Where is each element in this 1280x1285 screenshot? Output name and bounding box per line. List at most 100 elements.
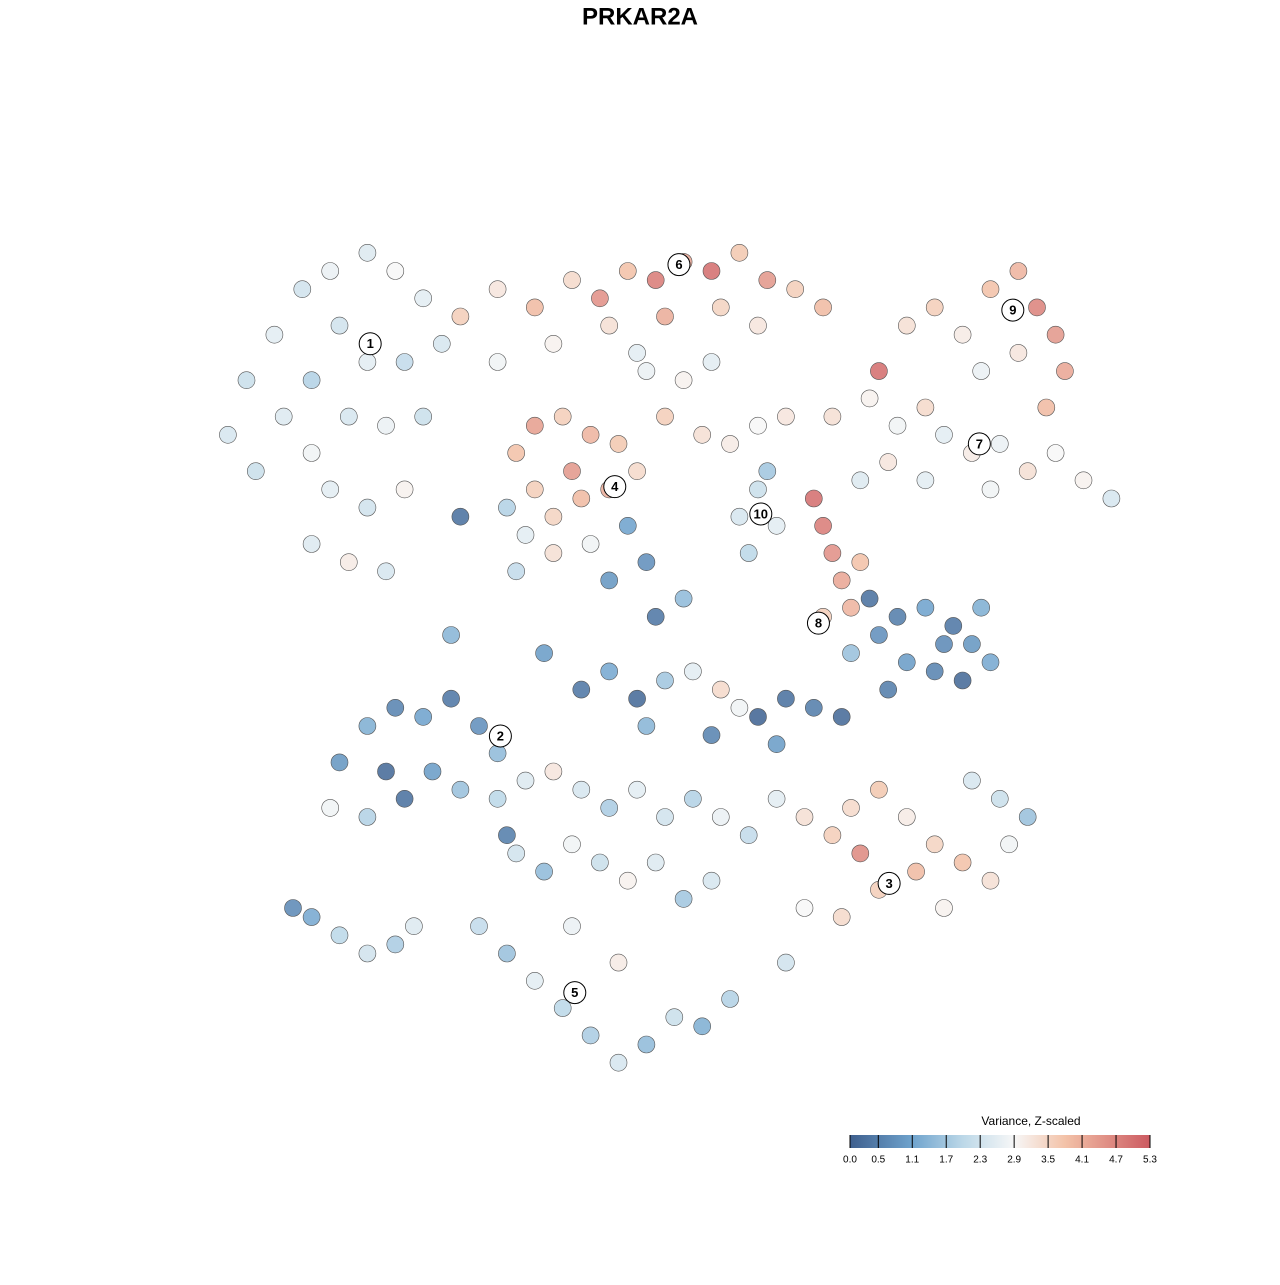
cluster-label: 5 — [571, 985, 578, 1000]
point — [693, 425, 712, 444]
point — [981, 480, 1000, 499]
cluster-marker — [488, 724, 512, 748]
point — [674, 890, 693, 908]
point — [925, 298, 944, 317]
point — [842, 799, 860, 817]
point — [702, 726, 721, 744]
point — [870, 780, 888, 799]
point — [749, 416, 767, 435]
colorbar-tick-label: 1.1 — [905, 1155, 919, 1166]
point — [544, 544, 563, 562]
point — [851, 471, 870, 490]
point — [851, 844, 870, 863]
cluster-label: 9 — [1009, 303, 1016, 318]
point — [618, 871, 637, 890]
point — [637, 362, 656, 380]
point — [823, 544, 842, 562]
point — [916, 471, 935, 490]
point — [488, 744, 507, 763]
point — [628, 462, 646, 481]
point — [1009, 344, 1028, 362]
point — [535, 644, 553, 663]
point — [953, 853, 972, 872]
point — [395, 789, 414, 808]
point — [600, 316, 619, 335]
colorbar-tick-label: 2.9 — [1007, 1155, 1021, 1166]
point — [637, 553, 656, 572]
point — [563, 917, 581, 936]
point — [488, 789, 507, 808]
point — [777, 953, 795, 972]
point — [358, 717, 377, 735]
colorbar-bar — [850, 1135, 1150, 1148]
point — [572, 489, 591, 508]
point — [544, 334, 563, 353]
point — [386, 262, 405, 280]
point — [591, 853, 609, 872]
point — [925, 835, 944, 854]
point — [730, 698, 749, 717]
point — [897, 808, 916, 826]
colorbar-title: Variance, Z-scaled — [981, 1114, 1080, 1128]
point — [879, 453, 898, 471]
cluster-marker — [877, 871, 901, 895]
point — [851, 553, 870, 572]
point — [665, 1008, 684, 1027]
point — [721, 435, 739, 453]
point — [963, 771, 981, 790]
point — [944, 617, 963, 635]
point — [925, 662, 944, 681]
point — [832, 708, 851, 726]
point — [953, 671, 972, 690]
colorbar-tick-label: 4.1 — [1075, 1155, 1089, 1166]
colorbar-tick-label: 4.7 — [1109, 1155, 1123, 1166]
colorbar: Variance, Z-scaled 0.0 0.5 1.1 1.7 2.3 2.9 3.5… — [843, 1114, 1157, 1165]
point — [330, 753, 349, 772]
chart-title: PRKAR2A — [582, 3, 698, 30]
point — [656, 307, 674, 326]
point — [516, 526, 535, 544]
point — [525, 971, 544, 990]
cluster-marker — [1001, 298, 1025, 322]
point — [916, 598, 935, 617]
point — [563, 271, 581, 289]
point — [674, 589, 693, 608]
point — [860, 589, 879, 608]
point — [842, 644, 860, 663]
point — [786, 280, 805, 299]
point — [321, 480, 340, 499]
point — [1009, 262, 1028, 280]
point — [581, 535, 600, 553]
point — [600, 571, 619, 590]
cluster-label: 6 — [675, 257, 682, 272]
point — [302, 535, 321, 553]
point — [321, 262, 340, 280]
cluster-label: 3 — [886, 876, 893, 891]
point — [442, 689, 460, 708]
point — [330, 926, 349, 945]
point — [684, 789, 702, 808]
cluster-label: 2 — [497, 728, 504, 743]
point — [553, 999, 572, 1017]
point — [990, 789, 1009, 808]
point — [563, 462, 581, 481]
point — [525, 298, 544, 317]
point — [814, 298, 832, 317]
point — [609, 953, 628, 972]
point — [870, 362, 888, 380]
colorbar-tick-label: 0.0 — [843, 1155, 857, 1166]
colorbar-tick-label: 2.3 — [973, 1155, 987, 1166]
point — [330, 316, 349, 335]
point — [628, 689, 646, 708]
point — [293, 280, 312, 299]
point — [637, 1035, 656, 1054]
point — [758, 271, 777, 289]
point — [711, 298, 730, 317]
point — [237, 371, 256, 390]
point — [935, 635, 953, 653]
point — [498, 944, 516, 963]
point — [879, 680, 898, 699]
point — [730, 507, 749, 526]
cluster-marker — [563, 981, 587, 1005]
cluster-marker — [603, 475, 627, 499]
